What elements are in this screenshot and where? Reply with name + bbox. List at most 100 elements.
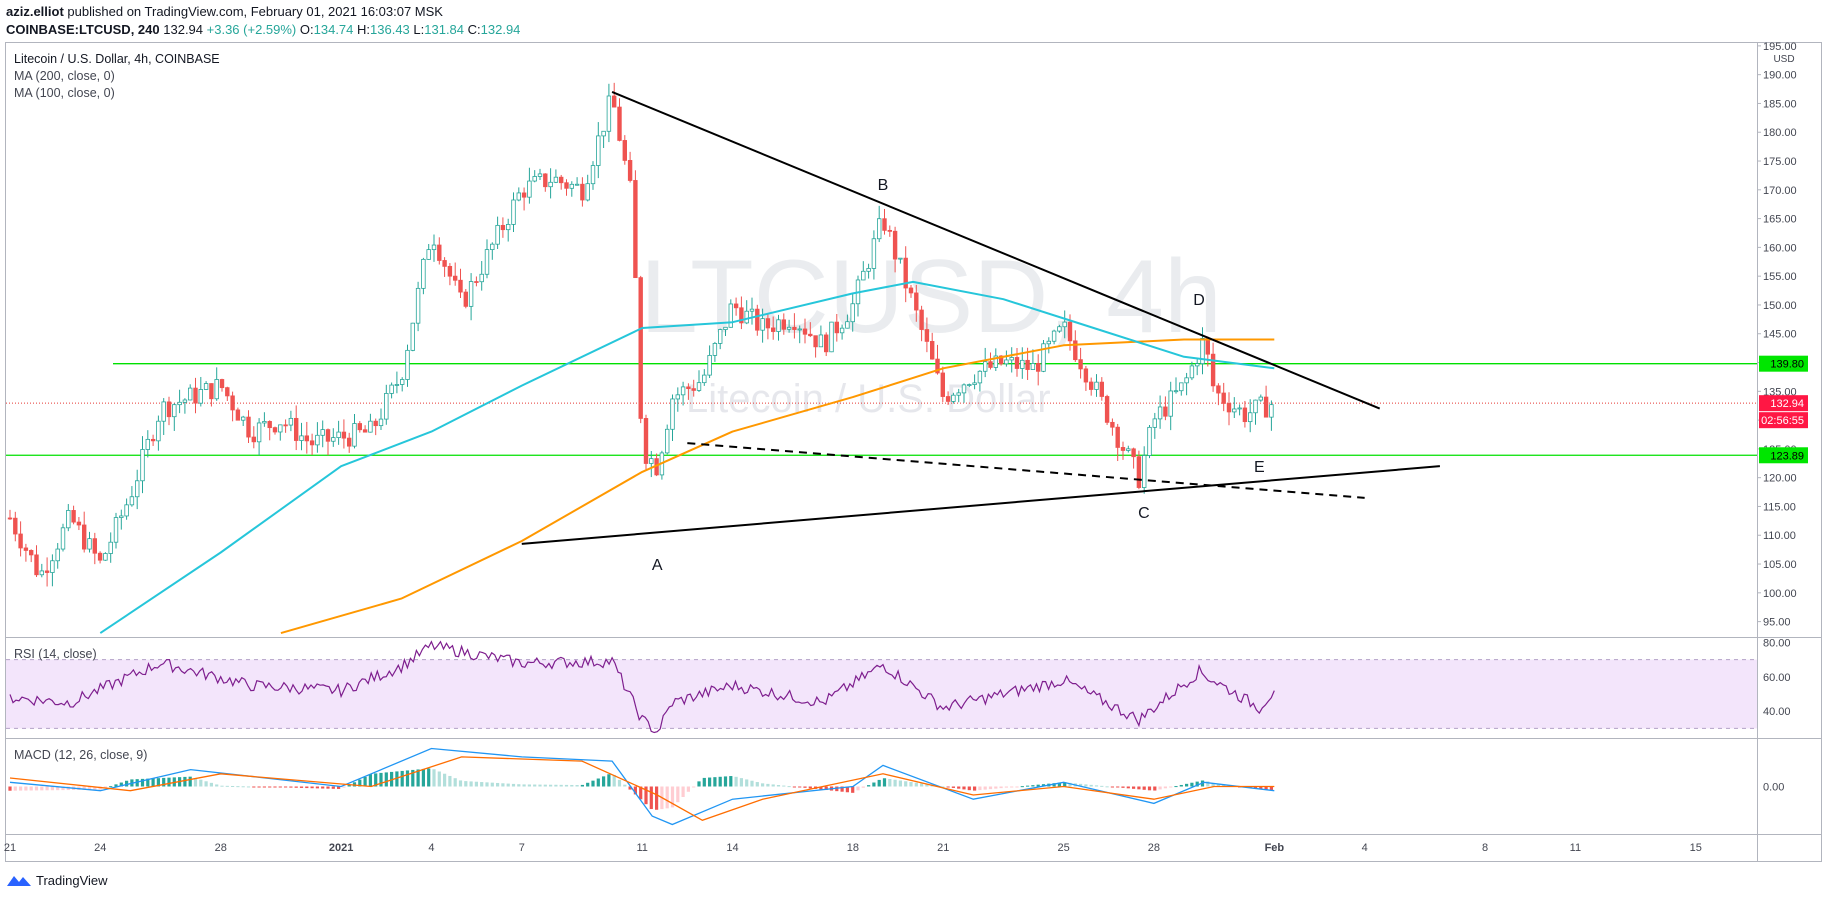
ma200-line[interactable] bbox=[280, 338, 1275, 635]
macd-histogram-bar bbox=[1020, 786, 1024, 788]
macd-histogram-bar bbox=[1094, 785, 1099, 787]
candle-body bbox=[930, 341, 935, 360]
macd-histogram-bar bbox=[395, 771, 399, 787]
macd-histogram-bar bbox=[167, 777, 171, 787]
macd-histogram-bar bbox=[994, 786, 998, 789]
macd-histogram-bar bbox=[82, 786, 86, 790]
macd-histogram-bar bbox=[188, 776, 192, 787]
candle-body bbox=[707, 354, 712, 376]
macd-histogram-bar bbox=[750, 780, 754, 787]
macd-histogram-bar bbox=[867, 785, 871, 787]
macd-histogram-bar bbox=[798, 786, 802, 788]
candle-body bbox=[686, 386, 691, 390]
candle-body bbox=[463, 291, 468, 307]
candle-body bbox=[1179, 382, 1184, 392]
macd-histogram-bar bbox=[246, 786, 251, 788]
legend-ma100[interactable]: MA (100, close, 0) bbox=[14, 86, 115, 100]
macd-histogram-bar bbox=[734, 776, 738, 787]
macd-histogram-bar bbox=[61, 786, 65, 791]
candle-body bbox=[161, 401, 166, 422]
macd-histogram-bar bbox=[1126, 786, 1130, 789]
candle-body bbox=[60, 527, 66, 550]
macd-histogram-bar bbox=[1100, 785, 1104, 787]
author-name[interactable]: aziz.elliot bbox=[6, 4, 64, 19]
candle-body bbox=[225, 387, 230, 397]
macd-histogram-bar bbox=[702, 777, 706, 787]
price-tags: 139.80 132.94 02:56:55 123.89 bbox=[1759, 355, 1808, 464]
macd-histogram-bar bbox=[496, 782, 500, 787]
time-tick-label: 4 bbox=[428, 842, 434, 854]
rsi-label[interactable]: RSI (14, close) bbox=[14, 647, 97, 661]
candle-body bbox=[511, 199, 516, 225]
candle-body bbox=[670, 398, 675, 430]
candle-body bbox=[813, 335, 818, 348]
candle-body bbox=[129, 496, 135, 506]
candle-body bbox=[495, 224, 500, 245]
macd-histogram-bar bbox=[1142, 786, 1146, 790]
candle-body bbox=[760, 318, 765, 331]
candle-body bbox=[696, 382, 702, 391]
rsi-line[interactable] bbox=[9, 640, 1275, 734]
legend-ma200[interactable]: MA (200, close, 0) bbox=[14, 69, 115, 83]
candle-body bbox=[548, 181, 553, 188]
candle-body bbox=[1173, 390, 1179, 393]
resistance-price-tag-bg bbox=[1759, 355, 1808, 372]
signal-line[interactable] bbox=[9, 756, 1275, 822]
candle-body bbox=[378, 418, 384, 427]
candle-body bbox=[1073, 340, 1078, 361]
candle-body bbox=[1184, 377, 1189, 384]
candle-body bbox=[993, 355, 998, 368]
candle-body bbox=[166, 401, 172, 418]
lower-trendline[interactable] bbox=[521, 465, 1440, 545]
candle-body bbox=[792, 326, 797, 330]
macd-line[interactable] bbox=[9, 747, 1275, 826]
time-tick-label: 21 bbox=[937, 842, 949, 854]
footer-brand[interactable]: TradingView bbox=[6, 869, 108, 891]
candle-body bbox=[712, 343, 718, 356]
candle-body bbox=[914, 292, 919, 311]
macd-histogram-bar bbox=[56, 786, 60, 791]
candle-body bbox=[1168, 390, 1173, 417]
candle-body bbox=[877, 218, 882, 240]
time-axis[interactable]: 21 24 28 2021 4 7 11 14 18 21 25 28 Feb 4 8 11 15 bbox=[4, 842, 1702, 854]
macd-histogram-bar bbox=[421, 768, 425, 787]
macd-label[interactable]: MACD (12, 26, close, 9) bbox=[14, 748, 148, 762]
candle-body bbox=[1210, 353, 1216, 387]
time-tick-label: 4 bbox=[1362, 842, 1368, 854]
macd-histogram-bar bbox=[1153, 786, 1157, 791]
candle-body bbox=[829, 321, 834, 353]
macd-histogram-bar bbox=[416, 769, 420, 787]
candle-body bbox=[384, 393, 389, 420]
candle-body bbox=[113, 517, 119, 543]
high-label: H: bbox=[357, 22, 371, 37]
candle-body bbox=[156, 420, 161, 442]
dashed-trendline[interactable] bbox=[687, 442, 1365, 499]
macd-histogram-bar bbox=[156, 778, 160, 787]
candle-body bbox=[680, 386, 686, 396]
macd-histogram-bar bbox=[893, 779, 897, 787]
macd-histogram-bar bbox=[1253, 786, 1258, 789]
macd-histogram-bar bbox=[262, 786, 266, 788]
price-tick-label: 170.00 bbox=[1763, 185, 1797, 197]
macd-histogram-bar bbox=[586, 782, 590, 787]
candle-body bbox=[1110, 421, 1115, 428]
symbol-label: COINBASE:LTCUSD, 240 bbox=[6, 22, 160, 37]
macd-histogram-bar bbox=[305, 786, 309, 789]
macd-histogram-bar bbox=[803, 786, 807, 788]
last-price-tag: 132.94 bbox=[1770, 398, 1804, 410]
candle-body bbox=[1269, 404, 1274, 418]
candle-body bbox=[956, 392, 961, 396]
ma100-line[interactable] bbox=[99, 280, 1275, 634]
price-axis[interactable]: 95.00100.00105.00110.00115.00120.00125.0… bbox=[1757, 41, 1797, 629]
candle-body bbox=[341, 431, 347, 439]
time-tick-label: 15 bbox=[1690, 842, 1702, 854]
macd-histogram-bar bbox=[988, 786, 993, 790]
macd-histogram-bar bbox=[231, 785, 235, 787]
price-tick-label: 175.00 bbox=[1763, 156, 1797, 168]
wave-label-b: B bbox=[878, 177, 889, 194]
macd-histogram-bar bbox=[326, 786, 330, 789]
candle-body bbox=[1163, 406, 1168, 417]
upper-trendline[interactable] bbox=[611, 91, 1381, 410]
macd-histogram-bar bbox=[103, 786, 107, 788]
